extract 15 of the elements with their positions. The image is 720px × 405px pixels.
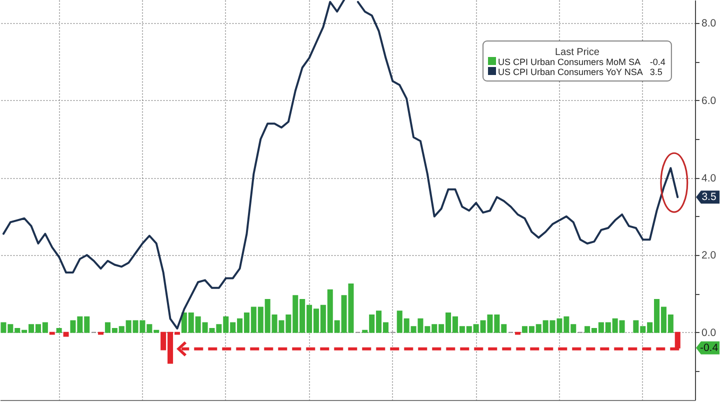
annotation: 3.5 <box>702 191 716 204</box>
annotation: -0.4 <box>700 342 718 354</box>
legend-label: US CPI Urban Consumers MoM SA <box>498 57 641 67</box>
text: -0.4 <box>650 57 666 67</box>
y-tick-label: 2.0 <box>702 250 716 262</box>
y-tick-label: 6.0 <box>702 94 716 107</box>
bar <box>56 328 62 333</box>
text: 3.5 <box>650 67 662 77</box>
legend-title: Last Price <box>554 47 600 58</box>
y-tick-label: 4.0 <box>702 172 716 184</box>
y-tick-label: 0.0 <box>702 326 716 339</box>
legend-label: US CPI Urban Consumers YoY NSA <box>498 67 643 77</box>
y-tick-label: 8.0 <box>702 18 716 30</box>
bar <box>674 332 680 348</box>
bar <box>63 332 69 337</box>
